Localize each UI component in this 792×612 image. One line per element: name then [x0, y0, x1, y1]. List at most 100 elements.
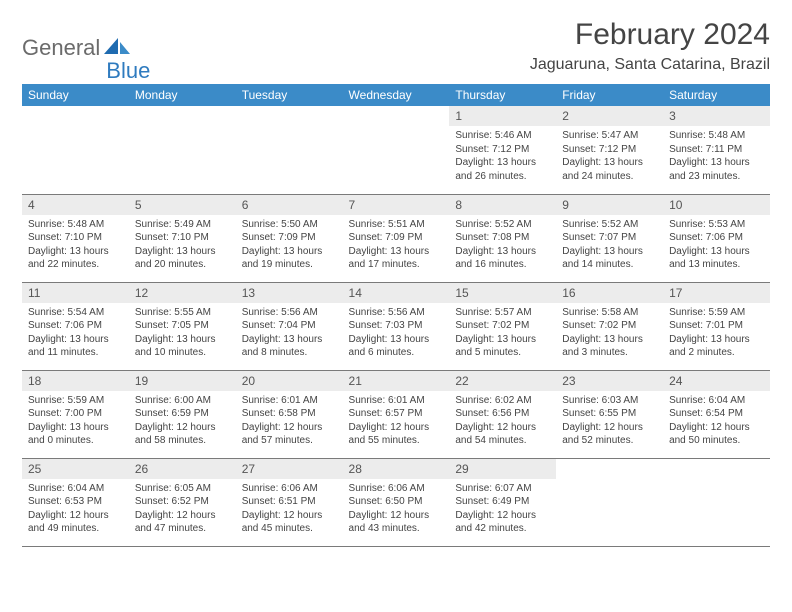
weekday-header-row: SundayMondayTuesdayWednesdayThursdayFrid… [22, 84, 770, 106]
day-number: 28 [343, 459, 450, 479]
day-number: 14 [343, 283, 450, 303]
day-details: Sunrise: 5:58 AMSunset: 7:02 PMDaylight:… [556, 303, 663, 364]
calendar-week-row: ....1Sunrise: 5:46 AMSunset: 7:12 PMDayl… [22, 106, 770, 194]
day-details: Sunrise: 5:47 AMSunset: 7:12 PMDaylight:… [556, 126, 663, 187]
calendar-day-cell: 21Sunrise: 6:01 AMSunset: 6:57 PMDayligh… [343, 370, 450, 458]
calendar-day-cell: . [343, 106, 450, 194]
day-details: Sunrise: 6:01 AMSunset: 6:57 PMDaylight:… [343, 391, 450, 452]
weekday-header: Sunday [22, 84, 129, 106]
calendar-day-cell: 5Sunrise: 5:49 AMSunset: 7:10 PMDaylight… [129, 194, 236, 282]
calendar-day-cell: . [556, 458, 663, 546]
day-number: 11 [22, 283, 129, 303]
day-details: Sunrise: 5:55 AMSunset: 7:05 PMDaylight:… [129, 303, 236, 364]
calendar-day-cell: 19Sunrise: 6:00 AMSunset: 6:59 PMDayligh… [129, 370, 236, 458]
logo: General Blue [22, 18, 150, 72]
day-number: 20 [236, 371, 343, 391]
day-details: Sunrise: 5:51 AMSunset: 7:09 PMDaylight:… [343, 215, 450, 276]
month-title: February 2024 [530, 18, 770, 52]
calendar-week-row: 4Sunrise: 5:48 AMSunset: 7:10 PMDaylight… [22, 194, 770, 282]
day-number: 1 [449, 106, 556, 126]
calendar-body: ....1Sunrise: 5:46 AMSunset: 7:12 PMDayl… [22, 106, 770, 546]
day-details: Sunrise: 5:54 AMSunset: 7:06 PMDaylight:… [22, 303, 129, 364]
calendar-day-cell: 8Sunrise: 5:52 AMSunset: 7:08 PMDaylight… [449, 194, 556, 282]
day-number: 13 [236, 283, 343, 303]
calendar-week-row: 11Sunrise: 5:54 AMSunset: 7:06 PMDayligh… [22, 282, 770, 370]
calendar-day-cell: 18Sunrise: 5:59 AMSunset: 7:00 PMDayligh… [22, 370, 129, 458]
day-number: 18 [22, 371, 129, 391]
weekday-header: Friday [556, 84, 663, 106]
calendar-day-cell: 11Sunrise: 5:54 AMSunset: 7:06 PMDayligh… [22, 282, 129, 370]
logo-text-general: General [22, 35, 100, 61]
day-number: 15 [449, 283, 556, 303]
day-number: 5 [129, 195, 236, 215]
calendar-day-cell: 27Sunrise: 6:06 AMSunset: 6:51 PMDayligh… [236, 458, 343, 546]
calendar-day-cell: 29Sunrise: 6:07 AMSunset: 6:49 PMDayligh… [449, 458, 556, 546]
day-number: 2 [556, 106, 663, 126]
day-details: Sunrise: 6:02 AMSunset: 6:56 PMDaylight:… [449, 391, 556, 452]
location: Jaguaruna, Santa Catarina, Brazil [530, 56, 770, 74]
calendar-day-cell: 22Sunrise: 6:02 AMSunset: 6:56 PMDayligh… [449, 370, 556, 458]
day-details: Sunrise: 6:01 AMSunset: 6:58 PMDaylight:… [236, 391, 343, 452]
day-details: Sunrise: 5:49 AMSunset: 7:10 PMDaylight:… [129, 215, 236, 276]
day-details: Sunrise: 6:06 AMSunset: 6:51 PMDaylight:… [236, 479, 343, 540]
calendar-day-cell: 23Sunrise: 6:03 AMSunset: 6:55 PMDayligh… [556, 370, 663, 458]
day-details: Sunrise: 6:00 AMSunset: 6:59 PMDaylight:… [129, 391, 236, 452]
day-number: 3 [663, 106, 770, 126]
calendar-day-cell: 4Sunrise: 5:48 AMSunset: 7:10 PMDaylight… [22, 194, 129, 282]
calendar-day-cell: 9Sunrise: 5:52 AMSunset: 7:07 PMDaylight… [556, 194, 663, 282]
logo-sail-icon [104, 36, 130, 61]
logo-text-blue: Blue [106, 58, 150, 84]
calendar-table: SundayMondayTuesdayWednesdayThursdayFrid… [22, 84, 770, 547]
calendar-week-row: 25Sunrise: 6:04 AMSunset: 6:53 PMDayligh… [22, 458, 770, 546]
day-number: 7 [343, 195, 450, 215]
day-number: 25 [22, 459, 129, 479]
day-details: Sunrise: 6:05 AMSunset: 6:52 PMDaylight:… [129, 479, 236, 540]
day-number: 16 [556, 283, 663, 303]
day-number: 29 [449, 459, 556, 479]
day-details: Sunrise: 5:59 AMSunset: 7:01 PMDaylight:… [663, 303, 770, 364]
day-number: 9 [556, 195, 663, 215]
weekday-header: Monday [129, 84, 236, 106]
day-details: Sunrise: 5:50 AMSunset: 7:09 PMDaylight:… [236, 215, 343, 276]
day-number: 17 [663, 283, 770, 303]
calendar-day-cell: 25Sunrise: 6:04 AMSunset: 6:53 PMDayligh… [22, 458, 129, 546]
weekday-header: Wednesday [343, 84, 450, 106]
day-details: Sunrise: 5:59 AMSunset: 7:00 PMDaylight:… [22, 391, 129, 452]
weekday-header: Saturday [663, 84, 770, 106]
day-number: 24 [663, 371, 770, 391]
day-number: 23 [556, 371, 663, 391]
title-block: February 2024 Jaguaruna, Santa Catarina,… [530, 18, 770, 74]
day-number: 4 [22, 195, 129, 215]
day-number: 12 [129, 283, 236, 303]
day-details: Sunrise: 5:53 AMSunset: 7:06 PMDaylight:… [663, 215, 770, 276]
day-details: Sunrise: 5:56 AMSunset: 7:04 PMDaylight:… [236, 303, 343, 364]
header: General Blue February 2024 Jaguaruna, Sa… [22, 18, 770, 74]
calendar-day-cell: 28Sunrise: 6:06 AMSunset: 6:50 PMDayligh… [343, 458, 450, 546]
calendar-day-cell: 15Sunrise: 5:57 AMSunset: 7:02 PMDayligh… [449, 282, 556, 370]
day-details: Sunrise: 5:48 AMSunset: 7:10 PMDaylight:… [22, 215, 129, 276]
day-details: Sunrise: 6:06 AMSunset: 6:50 PMDaylight:… [343, 479, 450, 540]
day-details: Sunrise: 5:46 AMSunset: 7:12 PMDaylight:… [449, 126, 556, 187]
day-details: Sunrise: 6:04 AMSunset: 6:53 PMDaylight:… [22, 479, 129, 540]
day-number: 6 [236, 195, 343, 215]
calendar-day-cell: 20Sunrise: 6:01 AMSunset: 6:58 PMDayligh… [236, 370, 343, 458]
day-number: 8 [449, 195, 556, 215]
calendar-day-cell: . [129, 106, 236, 194]
calendar-day-cell: . [663, 458, 770, 546]
calendar-day-cell: 17Sunrise: 5:59 AMSunset: 7:01 PMDayligh… [663, 282, 770, 370]
day-details: Sunrise: 5:57 AMSunset: 7:02 PMDaylight:… [449, 303, 556, 364]
day-number: 26 [129, 459, 236, 479]
weekday-header: Tuesday [236, 84, 343, 106]
day-details: Sunrise: 6:04 AMSunset: 6:54 PMDaylight:… [663, 391, 770, 452]
day-details: Sunrise: 5:56 AMSunset: 7:03 PMDaylight:… [343, 303, 450, 364]
day-number: 22 [449, 371, 556, 391]
day-number: 19 [129, 371, 236, 391]
calendar-day-cell: 1Sunrise: 5:46 AMSunset: 7:12 PMDaylight… [449, 106, 556, 194]
calendar-day-cell: 7Sunrise: 5:51 AMSunset: 7:09 PMDaylight… [343, 194, 450, 282]
day-details: Sunrise: 5:52 AMSunset: 7:08 PMDaylight:… [449, 215, 556, 276]
calendar-day-cell: 2Sunrise: 5:47 AMSunset: 7:12 PMDaylight… [556, 106, 663, 194]
day-number: 27 [236, 459, 343, 479]
day-details: Sunrise: 6:03 AMSunset: 6:55 PMDaylight:… [556, 391, 663, 452]
day-details: Sunrise: 6:07 AMSunset: 6:49 PMDaylight:… [449, 479, 556, 540]
day-number: 10 [663, 195, 770, 215]
